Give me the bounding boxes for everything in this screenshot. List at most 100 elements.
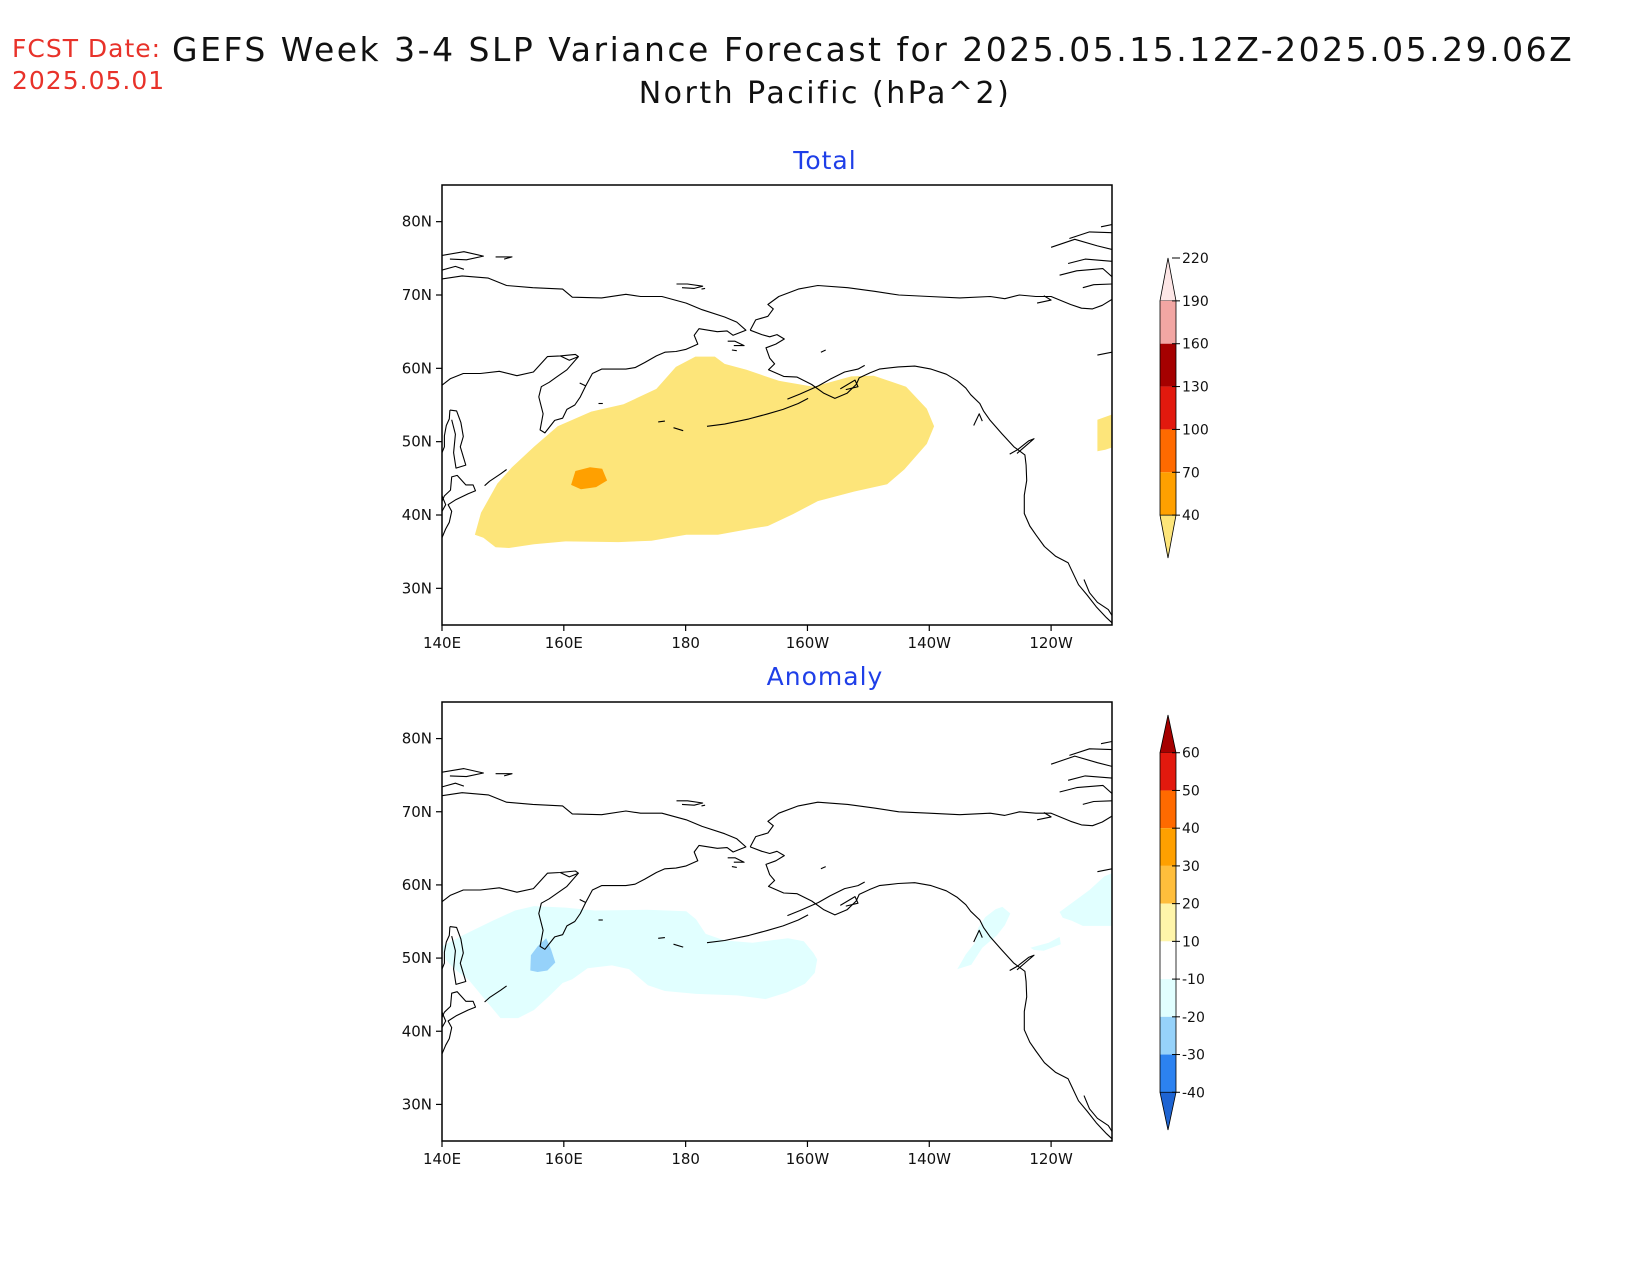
map-panel-total: 80N 70N 60N 50N 40N 30N 140E 160E 180 160W 140W 120… bbox=[402, 184, 1209, 652]
lat-tick-label: 70N bbox=[402, 803, 432, 821]
colorbar-level-label: -40 bbox=[1182, 1085, 1205, 1101]
coastline-wrangel-island bbox=[676, 283, 704, 289]
map-frame bbox=[441, 184, 1113, 626]
colorbar-total: 40 70 100 130 160 190 220 bbox=[1159, 251, 1209, 559]
colorbar-level-label: 20 bbox=[1182, 897, 1200, 913]
map-contents bbox=[442, 224, 1112, 624]
coastline-kamchatka-cape bbox=[579, 382, 586, 387]
coastline-asia-mainland-east-coast bbox=[442, 926, 451, 970]
colorbar-level-label: 220 bbox=[1182, 251, 1209, 267]
coastline-asia-mainland-east-coast bbox=[442, 410, 451, 453]
coastline-aleutian-chain bbox=[706, 914, 809, 944]
colorbar-level-label: -20 bbox=[1182, 1010, 1205, 1026]
map-frame bbox=[441, 701, 1113, 1142]
coastline-kuril-islands bbox=[484, 469, 507, 487]
coastline-arctic-islands-1 bbox=[1050, 755, 1112, 767]
coastline-asia-arctic-coast bbox=[442, 792, 747, 950]
colorbar-extend-max bbox=[1159, 714, 1177, 754]
coastline-sea-of-okhotsk-shelikhov bbox=[559, 872, 579, 878]
coastline-baja-coast bbox=[1083, 579, 1112, 616]
colorbar-level-label: 50 bbox=[1182, 783, 1200, 799]
lon-tick-label: 160W bbox=[786, 634, 830, 652]
coastline-alaska-west-coast bbox=[750, 846, 1112, 1140]
coastline-japan-north-coast bbox=[442, 1011, 447, 1028]
shaded-region bbox=[957, 906, 1011, 970]
colorbar-level-label: 40 bbox=[1182, 821, 1200, 837]
coastline-alaska-coast bbox=[749, 284, 1112, 331]
colorbar-level-label: 160 bbox=[1182, 337, 1209, 353]
coastline-wrangel-island bbox=[676, 800, 704, 806]
colorbar-level-label: 30 bbox=[1182, 859, 1200, 875]
colorbar-level-label: 130 bbox=[1182, 380, 1209, 396]
coastline-vancouver-island bbox=[1009, 954, 1035, 971]
coastline-alaska-west-coast bbox=[750, 329, 1112, 624]
coastline-vancouver-island bbox=[1009, 438, 1035, 455]
coastline-asia-arctic-coast bbox=[442, 275, 747, 434]
coastline-arctic-islands-1 bbox=[1050, 238, 1112, 251]
coastline-new-siberian-islands-3 bbox=[442, 265, 465, 271]
lon-tick-label: 120W bbox=[1029, 1150, 1073, 1168]
coastline-st-lawrence-island bbox=[727, 340, 745, 347]
lon-tick-label: 140E bbox=[423, 1150, 461, 1168]
lon-tick-label: 140W bbox=[908, 634, 952, 652]
coastline-arctic-islands-2 bbox=[1067, 258, 1112, 265]
coastline-alaska-peninsula-south bbox=[787, 881, 865, 917]
coastline-haida-gwaii bbox=[973, 413, 983, 426]
coastline-alaska-peninsula-south bbox=[787, 364, 865, 400]
shaded-region bbox=[474, 356, 935, 548]
coastline-pribilof-islet bbox=[820, 349, 826, 353]
lat-tick-label: 50N bbox=[402, 949, 432, 967]
coastline-japan-coast bbox=[442, 991, 477, 1055]
lat-tick-label: 60N bbox=[402, 359, 432, 377]
colorbar-box bbox=[1160, 386, 1176, 430]
coastline-new-siberian-islands bbox=[442, 768, 484, 778]
coastline-arctic-islands-6 bbox=[1097, 868, 1112, 873]
coastline-japan-coast bbox=[442, 474, 477, 538]
coastline-aleutian-west bbox=[673, 427, 684, 432]
lon-tick-label: 140W bbox=[908, 1150, 952, 1168]
coastline-sea-of-okhotsk-shelikhov bbox=[559, 355, 579, 361]
colorbar-level-label: 190 bbox=[1182, 294, 1209, 310]
lat-tick-label: 40N bbox=[402, 1022, 432, 1040]
colorbar-box bbox=[1160, 1016, 1176, 1055]
coastline-arctic-islands-6 bbox=[1097, 351, 1112, 356]
shaded-region bbox=[1097, 414, 1112, 452]
map-contents bbox=[442, 740, 1112, 1140]
coastline-bering-islet bbox=[731, 349, 737, 352]
colorbar-extend-max bbox=[1159, 257, 1177, 302]
colorbar-level-label: -10 bbox=[1182, 972, 1205, 988]
coastline-st-lawrence-island bbox=[727, 857, 745, 863]
colorbar-extend-min bbox=[1159, 514, 1177, 559]
coastline-aleutian-islet bbox=[658, 937, 665, 939]
lat-tick-label: 80N bbox=[402, 213, 432, 231]
colorbar-box bbox=[1160, 300, 1176, 344]
colorbar-box bbox=[1160, 752, 1176, 791]
coastline-arctic-islands-3 bbox=[1059, 268, 1112, 278]
coastline-kuril-islands bbox=[484, 985, 507, 1003]
colorbar-box bbox=[1160, 903, 1176, 942]
colorbar-anomaly: -40 -30 -20 -10 10 20 30 40 50 60 bbox=[1159, 714, 1205, 1131]
shaded-region bbox=[571, 467, 608, 490]
coastline-new-siberian-islands bbox=[442, 251, 484, 261]
coastline-alaska-coast bbox=[749, 801, 1112, 848]
shaded-region bbox=[442, 906, 818, 1019]
coastline-arctic-islands-4 bbox=[1082, 800, 1112, 805]
shaded-region bbox=[530, 938, 556, 972]
colorbar-box bbox=[1160, 429, 1176, 473]
lat-tick-label: 60N bbox=[402, 876, 432, 894]
coastline-sakhalin-coast bbox=[449, 926, 467, 985]
lat-tick-label: 50N bbox=[402, 433, 432, 451]
coastline-arctic-islands-2 bbox=[1067, 775, 1112, 781]
coastline-arctic-islands-7 bbox=[1069, 231, 1112, 240]
colorbar-box bbox=[1160, 472, 1176, 516]
coastline-arctic-islands-8 bbox=[1100, 224, 1112, 228]
lon-tick-label: 160E bbox=[545, 1150, 583, 1168]
coastline-sakhalin-coast bbox=[449, 409, 467, 469]
colorbar-level-label: 40 bbox=[1182, 508, 1200, 524]
coastline-arctic-islands-3 bbox=[1059, 784, 1112, 794]
colorbar-level-label: -30 bbox=[1182, 1048, 1205, 1064]
coastline-new-siberian-islands-3 bbox=[442, 782, 465, 788]
colorbar-box bbox=[1160, 828, 1176, 866]
coastline-baja-coast bbox=[1083, 1095, 1112, 1132]
